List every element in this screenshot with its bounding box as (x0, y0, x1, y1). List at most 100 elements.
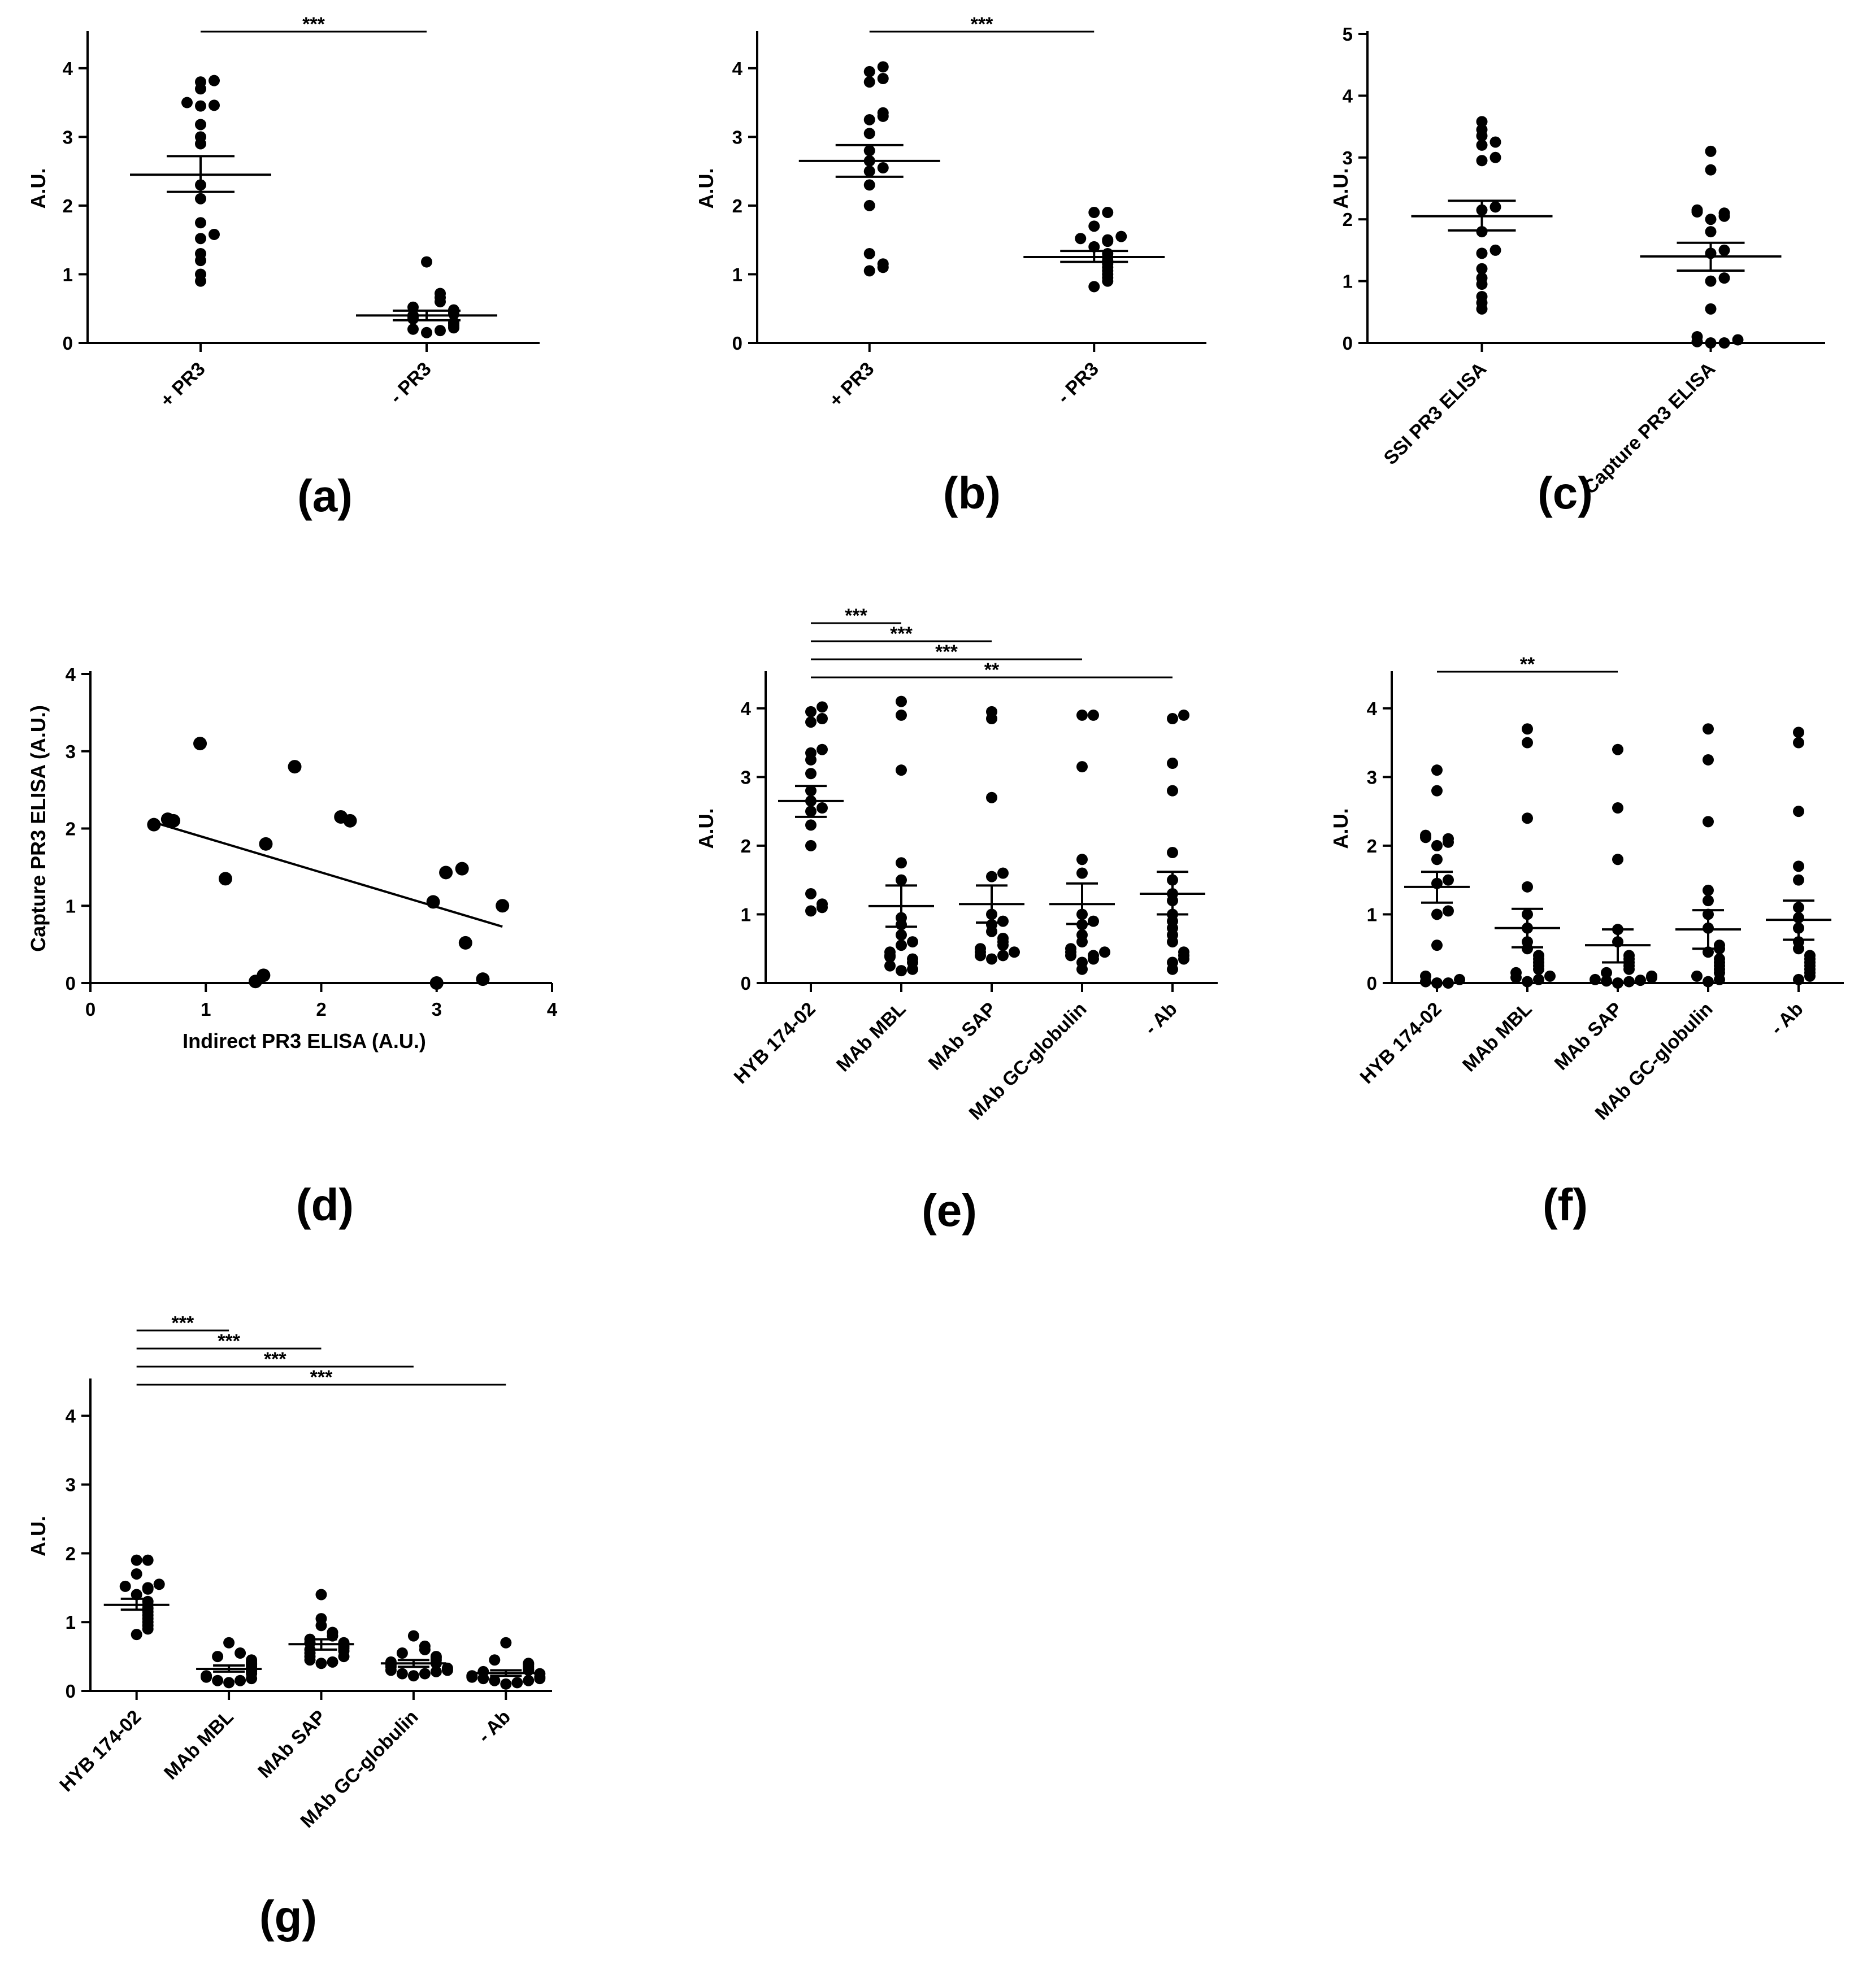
data-point (500, 1678, 512, 1690)
data-point (907, 963, 918, 975)
data-point (288, 760, 302, 774)
data-point (805, 888, 817, 899)
data-point (441, 1664, 453, 1676)
data-point (1476, 303, 1488, 315)
data-point (877, 61, 889, 73)
data-point (119, 1580, 131, 1592)
data-point (1691, 206, 1703, 218)
data-point (458, 936, 472, 950)
significance-label: *** (218, 1330, 240, 1352)
data-point (1443, 836, 1454, 848)
data-point (1612, 802, 1623, 814)
data-point (489, 1675, 501, 1686)
data-point (1718, 337, 1730, 349)
data-point (817, 743, 828, 755)
data-point (223, 1637, 235, 1649)
y-tick-label: 2 (1367, 836, 1377, 856)
y-tick-label: 4 (741, 698, 752, 719)
data-point (1793, 973, 1804, 985)
data-point (315, 1589, 327, 1601)
data-point (1476, 263, 1488, 275)
data-point (1431, 908, 1443, 920)
data-point (1420, 832, 1431, 843)
data-point (315, 1620, 327, 1632)
data-point (1544, 970, 1556, 982)
y-tick-label: 3 (732, 127, 742, 147)
data-point (1489, 244, 1501, 256)
data-point (338, 1651, 350, 1663)
category-label: - Ab (1140, 998, 1182, 1040)
data-point (1167, 713, 1178, 725)
panel-label: (f) (1543, 1180, 1588, 1230)
data-point (435, 325, 446, 337)
data-point (147, 817, 161, 832)
data-point (1431, 854, 1443, 866)
data-point (1522, 737, 1533, 749)
data-point (195, 233, 206, 245)
data-point (1533, 973, 1544, 985)
data-point (1102, 207, 1114, 219)
y-tick-label: 1 (1367, 904, 1377, 925)
data-point (1431, 977, 1443, 989)
y-tick-label: 1 (63, 264, 73, 285)
y-tick-label: 2 (1343, 209, 1353, 230)
data-point (896, 929, 907, 941)
data-point (1793, 943, 1804, 955)
y-axis-label: A.U. (1329, 808, 1352, 849)
y-tick-label: 0 (741, 973, 751, 994)
x-tick-label: 0 (85, 999, 95, 1020)
y-tick-label: 2 (66, 819, 76, 840)
category-label: + PR3 (825, 358, 878, 411)
data-point (863, 76, 875, 88)
data-point (1601, 975, 1612, 987)
data-point (201, 1671, 212, 1683)
data-point (534, 1673, 546, 1685)
data-point (195, 100, 206, 112)
y-axis-label: Capture PR3 ELISA (A.U.) (27, 705, 50, 952)
data-point (1476, 130, 1488, 142)
data-point (1443, 977, 1454, 989)
data-point (1476, 155, 1488, 167)
data-point (1703, 754, 1714, 766)
y-tick-label: 0 (63, 333, 73, 354)
data-point (1612, 977, 1623, 989)
significance-label: *** (310, 1367, 333, 1388)
significance-label: *** (890, 623, 913, 645)
category-label: MAb MBL (1458, 998, 1536, 1076)
y-tick-label: 4 (732, 58, 743, 79)
x-tick-label: 1 (201, 999, 211, 1020)
data-point (246, 1673, 258, 1685)
y-tick-label: 1 (66, 895, 76, 916)
y-tick-label: 1 (741, 904, 751, 925)
data-point (896, 874, 907, 886)
y-axis-label: A.U. (27, 168, 50, 209)
y-tick-label: 4 (66, 664, 76, 685)
data-point (142, 1583, 154, 1595)
data-point (195, 275, 206, 287)
data-point (1088, 915, 1099, 927)
data-point (863, 247, 875, 259)
data-point (234, 1675, 246, 1686)
x-tick-label: 4 (547, 999, 558, 1020)
data-point (1703, 884, 1714, 896)
data-point (223, 1677, 235, 1689)
significance-label: *** (935, 641, 958, 663)
data-point (1705, 275, 1717, 287)
data-point (523, 1675, 535, 1686)
data-point (805, 754, 817, 766)
data-point (1443, 874, 1454, 886)
panel-label: (a) (297, 471, 353, 521)
data-point (419, 1668, 431, 1680)
data-point (429, 976, 444, 990)
data-point (877, 73, 889, 85)
data-point (1691, 336, 1703, 347)
data-point (896, 695, 907, 707)
data-point (805, 716, 817, 728)
y-tick-label: 4 (66, 1406, 76, 1427)
data-point (1167, 936, 1178, 948)
y-tick-label: 4 (63, 58, 73, 79)
data-point (315, 1658, 327, 1669)
category-label: HYB 174-02 (55, 1706, 145, 1796)
data-point (396, 1647, 408, 1659)
